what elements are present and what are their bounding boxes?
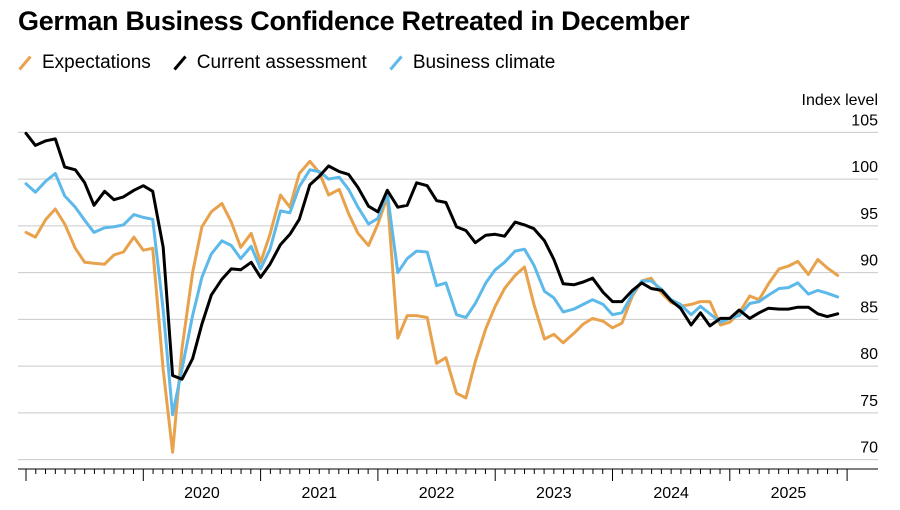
legend-label-current-assessment: Current assessment xyxy=(196,52,367,73)
x-axis: 2020 2021 2022 2023 2024 2025 xyxy=(18,468,878,502)
x-tick-label-2025: 2025 xyxy=(771,485,807,502)
y-tick-label-85: 85 xyxy=(860,299,878,316)
y-tick-label-90: 90 xyxy=(860,253,878,270)
y-tick-label-80: 80 xyxy=(860,346,878,363)
y-tick-label-100: 100 xyxy=(851,159,878,176)
series-lines xyxy=(24,131,840,454)
y-tick-label-70: 70 xyxy=(860,440,878,457)
x-tick-label-2024: 2024 xyxy=(653,485,689,502)
chart-title: German Business Confidence Retreated in … xyxy=(18,6,690,36)
y-tick-label-105: 105 xyxy=(851,112,878,129)
series-line-expectations xyxy=(24,159,840,454)
legend-label-business-climate: Business climate xyxy=(412,52,556,73)
chart-legend: Expectations Current assessment Business… xyxy=(18,52,577,74)
legend-label-expectations: Expectations xyxy=(42,52,151,73)
series-line-current-assessment xyxy=(24,131,840,381)
legend-item-expectations: Expectations xyxy=(18,52,151,74)
legend-swatch-current-assessment xyxy=(173,55,187,71)
y-tick-label-75: 75 xyxy=(860,393,878,410)
x-tick-label-2021: 2021 xyxy=(301,485,337,502)
x-tick-label-2020: 2020 xyxy=(184,485,220,502)
y-tick-label-95: 95 xyxy=(860,206,878,223)
x-tick-label-2023: 2023 xyxy=(536,485,572,502)
legend-swatch-expectations xyxy=(18,55,32,71)
legend-item-business-climate: Business climate xyxy=(389,52,556,74)
y-axis-tick-labels: 105 100 95 90 85 80 75 70 xyxy=(851,112,878,456)
series-line-business-climate xyxy=(24,168,840,417)
legend-swatch-business-climate xyxy=(389,55,403,71)
y-axis-label: Index level xyxy=(802,92,879,109)
legend-item-current-assessment: Current assessment xyxy=(173,52,367,74)
x-tick-label-2022: 2022 xyxy=(419,485,455,502)
